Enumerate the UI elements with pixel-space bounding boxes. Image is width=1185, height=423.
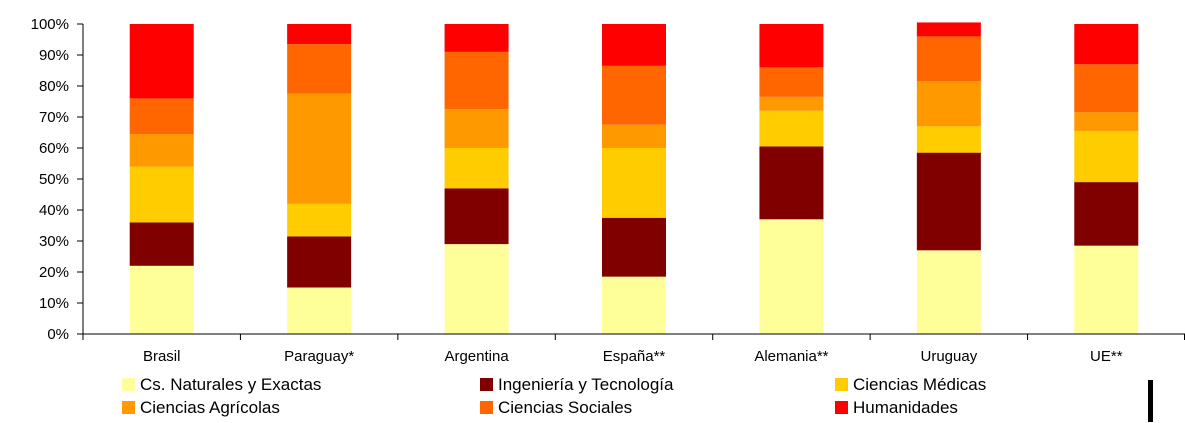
legend-swatch: [480, 378, 493, 391]
x-category-label: Paraguay*: [284, 348, 354, 365]
bar-segment: [444, 109, 509, 148]
bar-segment: [129, 24, 194, 99]
x-category-label: Alemania**: [754, 348, 828, 365]
x-category-label: UE**: [1090, 348, 1123, 365]
legend-label: Humanidades: [853, 398, 958, 417]
bar-segment: [287, 44, 352, 94]
bar-segment: [602, 148, 666, 218]
bar-segment: [759, 146, 824, 220]
x-category-label: España**: [603, 348, 666, 365]
bar-segment: [916, 152, 981, 251]
bar-segment: [602, 124, 666, 148]
bar-segment: [916, 250, 981, 334]
bar-segment: [129, 265, 194, 334]
y-tick-label: 70%: [39, 109, 69, 126]
bar-segment: [759, 67, 824, 97]
legend-label: Ciencias Médicas: [853, 375, 986, 394]
y-tick-label: 90%: [39, 47, 69, 64]
x-category-label: Argentina: [444, 348, 509, 365]
bar-segment: [759, 110, 824, 147]
bar-segment: [602, 217, 666, 277]
bar-segment: [602, 276, 666, 334]
legend-label: Ingeniería y Tecnología: [498, 375, 674, 394]
y-tick-label: 0%: [47, 326, 69, 343]
vertical-bar-marker: [1148, 380, 1153, 422]
bar-segment: [1074, 64, 1139, 113]
bar-segment: [129, 166, 194, 223]
legend-swatch: [835, 378, 848, 391]
legend-swatch: [122, 378, 135, 391]
bar-segment: [444, 244, 509, 334]
bar-segment: [287, 236, 352, 288]
bar-segment: [602, 65, 666, 125]
bar-segment: [287, 93, 352, 204]
bar-segment: [759, 24, 824, 68]
legend-swatch: [122, 401, 135, 414]
bar-segment: [287, 287, 352, 334]
legend: Cs. Naturales y Exactas Ingeniería y Tecn…: [122, 375, 986, 417]
bar-segment: [129, 222, 194, 266]
bar-segment: [1074, 130, 1139, 183]
bars: [129, 22, 1139, 334]
bar-segment: [287, 203, 352, 237]
bar-segment: [444, 51, 509, 110]
y-tick-label: 10%: [39, 295, 69, 312]
legend-swatch: [480, 401, 493, 414]
legend-label: Ciencias Agrícolas: [140, 398, 280, 417]
bar-segment: [602, 24, 666, 66]
y-tick-label: 80%: [39, 78, 69, 95]
bar-segment: [129, 98, 194, 135]
bar-segment: [444, 148, 509, 189]
y-tick-label: 20%: [39, 264, 69, 281]
x-category-label: Uruguay: [921, 348, 978, 365]
y-tick-label: 100%: [31, 16, 69, 33]
y-tick-label: 40%: [39, 202, 69, 219]
bar-segment: [444, 188, 509, 245]
bar-segment: [1074, 182, 1139, 246]
bar-segment: [759, 96, 824, 111]
x-category-label: Brasil: [143, 348, 181, 365]
bar-segment: [1074, 24, 1139, 65]
bar-segment: [916, 22, 981, 37]
bar-segment: [287, 24, 352, 45]
bar-segment: [916, 126, 981, 153]
legend-swatch: [835, 401, 848, 414]
y-tick-label: 30%: [39, 233, 69, 250]
bar-segment: [444, 24, 509, 52]
bar-segment: [759, 219, 824, 334]
bar-segment: [129, 134, 194, 167]
bar-segment: [1074, 245, 1139, 334]
legend-label: Ciencias Sociales: [498, 398, 632, 417]
bar-segment: [1074, 112, 1139, 131]
bar-segment: [916, 36, 981, 82]
x-axis: Brasil Paraguay* Argentina España** Alemania…: [82, 333, 1185, 365]
legend-label: Cs. Naturales y Exactas: [140, 375, 321, 394]
y-tick-label: 50%: [39, 171, 69, 188]
y-axis: 0% 10% 20% 30% 40% 50% 60% 70% 80% 90% 100%: [31, 16, 84, 343]
y-tick-label: 60%: [39, 140, 69, 157]
bar-segment: [916, 81, 981, 127]
